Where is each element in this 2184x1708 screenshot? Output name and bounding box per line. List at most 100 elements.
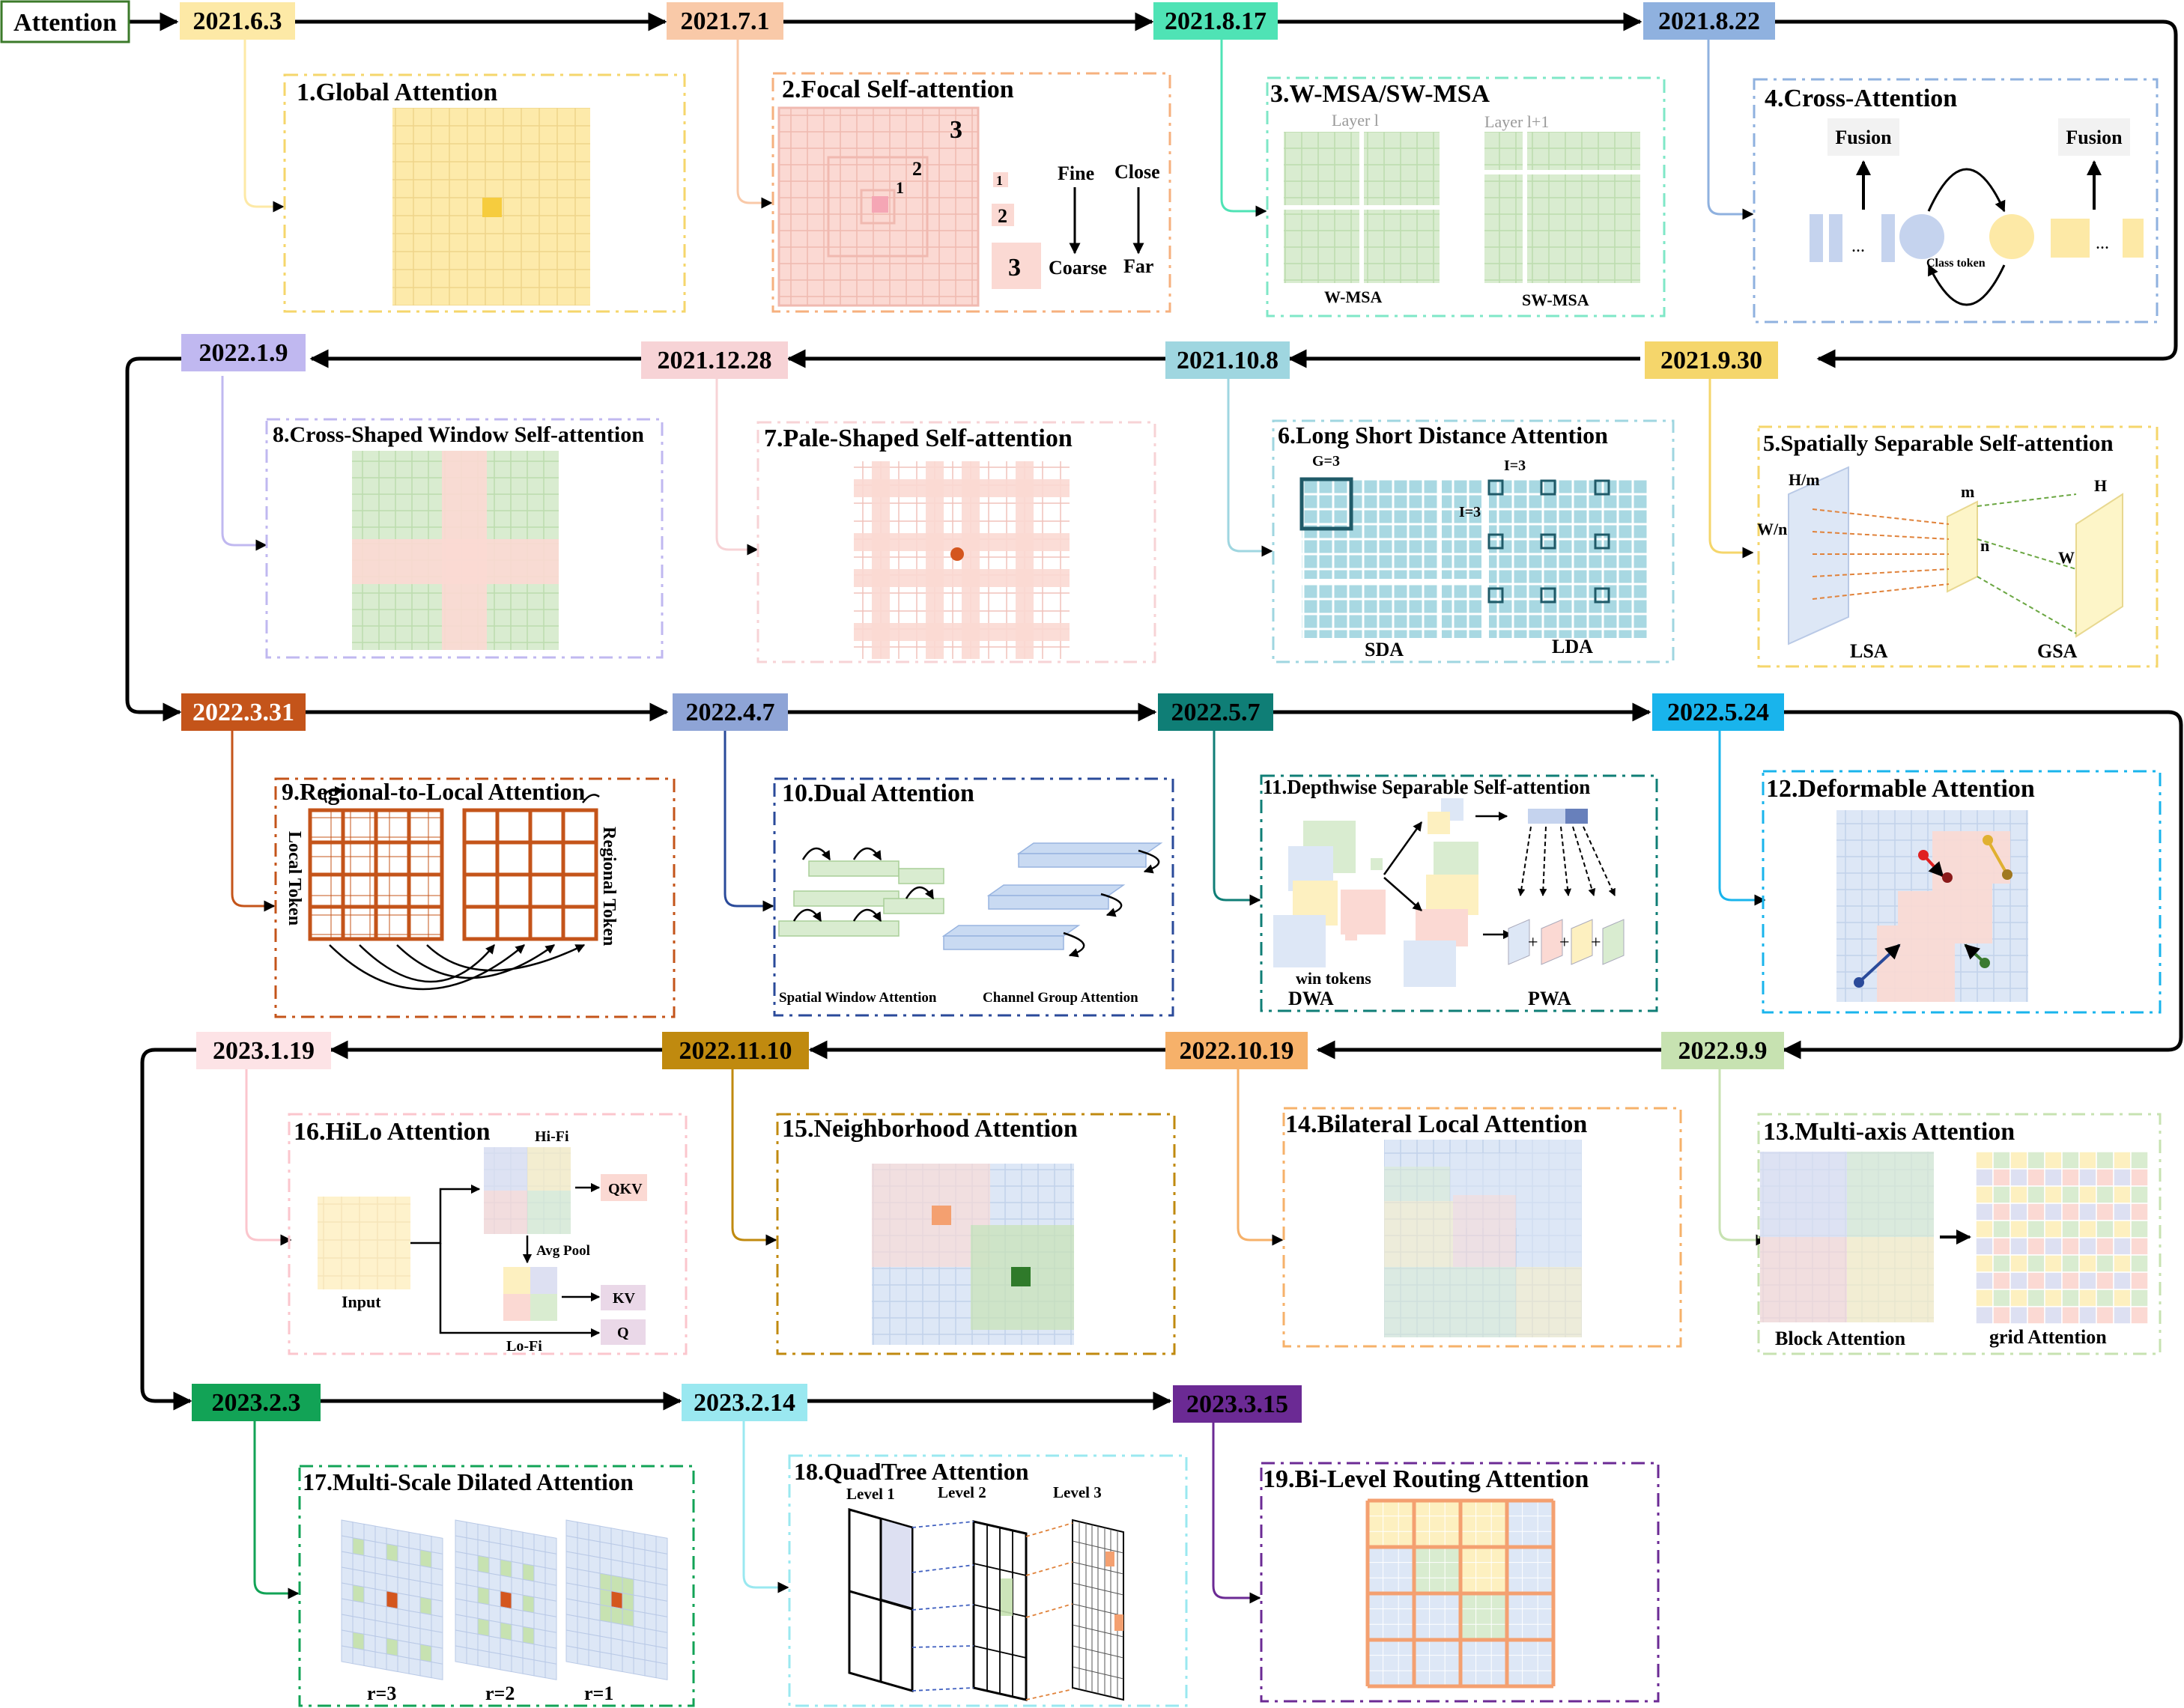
box-title: 18.QuadTree Attention	[794, 1458, 1029, 1485]
box-title: 11.Depthwise Separable Self-attention	[1263, 776, 1590, 798]
box-quadtree-attention: 18.QuadTree Attention Level 1 Level 2 Le…	[788, 1454, 1188, 1707]
box-title: 13.Multi-axis Attention	[1763, 1118, 2015, 1146]
box-title: 8.Cross-Shaped Window Self-attention	[273, 422, 644, 447]
plus-1: +	[1528, 933, 1538, 952]
r1-label: r=1	[584, 1683, 613, 1704]
box-title: 1.Global Attention	[297, 79, 497, 106]
coarse-label: Coarse	[1049, 257, 1107, 279]
timeline-connectors	[125, 12, 2183, 1411]
date-node: 2022.11.10	[662, 1032, 809, 1069]
date-node: 2023.1.19	[196, 1032, 331, 1069]
sw-msa-label: SW-MSA	[1522, 291, 1589, 309]
date-node: 2021.10.8	[1165, 341, 1290, 379]
sda-label: SDA	[1365, 639, 1404, 660]
dots-right: ...	[2096, 234, 2109, 253]
box-regional-to-local-attention: 9.Regional-to-Local Attention Local Toke…	[274, 777, 676, 1018]
box-neighborhood-attention: 15.Neighborhood Attention	[776, 1113, 1176, 1355]
date-label: 2021.9.30	[1660, 347, 1762, 374]
date-node: 2021.8.22	[1643, 2, 1775, 40]
box-title: 19.Bi-Level Routing Attention	[1263, 1465, 1589, 1493]
pwa-label: PWA	[1528, 988, 1571, 1009]
date-label: 2022.5.7	[1171, 699, 1261, 726]
date-node: 2022.3.31	[181, 693, 306, 731]
date-label: 2021.12.28	[658, 347, 772, 374]
date-label: 2021.8.22	[1658, 7, 1760, 35]
date-label: 2021.7.1	[681, 7, 770, 35]
r2-label: r=2	[485, 1683, 515, 1704]
date-node: 2021.6.3	[180, 2, 295, 40]
box-cross-attention: 4.Cross-Attention Fusion Fusion ... ... …	[1753, 78, 2159, 323]
far-label: Far	[1123, 255, 1153, 277]
hm-label: H/m	[1789, 470, 1820, 489]
branch-connectors	[221, 37, 1768, 1604]
i-label-horizontal: I=3	[1504, 458, 1526, 474]
date-node: 2023.2.3	[192, 1384, 321, 1421]
date-node: 2023.3.15	[1173, 1385, 1302, 1423]
level-3-label: Level 3	[1053, 1483, 1102, 1501]
regional-token-label: Regional Token	[599, 827, 619, 946]
box-title: 4.Cross-Attention	[1765, 85, 1957, 112]
box-spatially-separable-self-attention: 5.Spatially Separable Self-attention H/m…	[1757, 425, 2159, 668]
date-node: 2021.8.17	[1153, 2, 1278, 40]
r3-label: r=3	[367, 1683, 396, 1704]
date-label: 2021.10.8	[1177, 347, 1278, 374]
dots-left: ...	[1851, 237, 1865, 256]
box-title: 6.Long Short Distance Attention	[1278, 422, 1608, 449]
dwa-label: DWA	[1288, 988, 1334, 1009]
hifi-label: Hi-Fi	[535, 1128, 569, 1145]
layer-l-label: Layer l	[1332, 111, 1379, 130]
date-node: 2022.10.19	[1165, 1032, 1308, 1069]
box-w-msa-sw-msa: 3.W-MSA/SW-MSA Layer l Layer l+1 W-MSA S…	[1266, 76, 1666, 317]
date-label: 2022.1.9	[199, 339, 288, 367]
date-node: 2021.12.28	[641, 341, 788, 379]
layer-l1-label: Layer l+1	[1484, 112, 1549, 131]
fusion-label-right: Fusion	[2066, 127, 2123, 148]
box-depthwise-separable-self-attention: 11.Depthwise Separable Self-attention	[1260, 774, 1658, 1012]
level-2-label: Level 2	[938, 1483, 986, 1501]
box-title: 3.W-MSA/SW-MSA	[1270, 80, 1490, 108]
date-node: 2022.5.24	[1652, 693, 1784, 731]
date-node: 2022.1.9	[181, 334, 306, 371]
box-global-attention: 1.Global Attention	[283, 73, 686, 313]
w-msa-label: W-MSA	[1324, 288, 1383, 306]
box-hilo-attention: 16.HiLo Attention Input Hi-Fi QKV Avg Po…	[288, 1113, 688, 1355]
box-title: 14.Bilateral Local Attention	[1285, 1110, 1587, 1138]
date-node: 2022.9.9	[1661, 1032, 1784, 1069]
box-deformable-attention: 12.Deformable Attention	[1762, 770, 2162, 1014]
focal-level-2: 2	[912, 158, 922, 180]
lda-label: LDA	[1552, 636, 1593, 657]
g-label: G=3	[1312, 453, 1340, 469]
box-title: 7.Pale-Shaped Self-attention	[764, 425, 1073, 452]
date-label: 2022.9.9	[1678, 1037, 1768, 1065]
level-1-label: Level 1	[846, 1485, 895, 1503]
q-label: Q	[617, 1325, 629, 1341]
date-label: 2022.11.10	[679, 1037, 792, 1065]
h-label: H	[2094, 476, 2107, 495]
box-bi-level-routing-attention: 19.Bi-Level Routing Attention	[1260, 1462, 1660, 1703]
date-label: 2023.1.19	[213, 1037, 315, 1065]
box-dual-attention: 10.Dual Attention Spatial Window Attenti…	[773, 777, 1174, 1017]
wn-label: W/n	[1757, 520, 1787, 538]
plus-2: +	[1559, 933, 1570, 952]
date-node: 2023.2.14	[682, 1384, 807, 1421]
grid-attention-pattern	[1975, 1151, 2149, 1325]
channel-group-label: Channel Group Attention	[983, 990, 1138, 1006]
box-title: 5.Spatially Separable Self-attention	[1763, 430, 2114, 456]
box-title: 12.Deformable Attention	[1766, 775, 2035, 803]
date-label: 2022.10.19	[1180, 1037, 1294, 1065]
box-title: 2.Focal Self-attention	[782, 76, 1014, 103]
kv-label: KV	[613, 1290, 636, 1307]
focal-level-1: 1	[896, 178, 904, 197]
box-focal-self-attention: 2.Focal Self-attention 3 2 1 1 2 3 Fine …	[771, 72, 1171, 313]
box-title: 10.Dual Attention	[782, 779, 974, 807]
start-label: Attention	[13, 9, 117, 37]
i-label-vertical: I=3	[1459, 504, 1481, 520]
date-node: 2021.7.1	[667, 2, 783, 40]
gsa-label: GSA	[2037, 640, 2078, 662]
focal-scale-2: 2	[998, 205, 1007, 227]
win-tokens-label: win tokens	[1296, 969, 1371, 988]
close-label: Close	[1114, 161, 1160, 183]
date-node: 2022.5.7	[1158, 693, 1273, 731]
box-multi-axis-attention: 13.Multi-axis Attention Block Attention …	[1757, 1113, 2162, 1355]
